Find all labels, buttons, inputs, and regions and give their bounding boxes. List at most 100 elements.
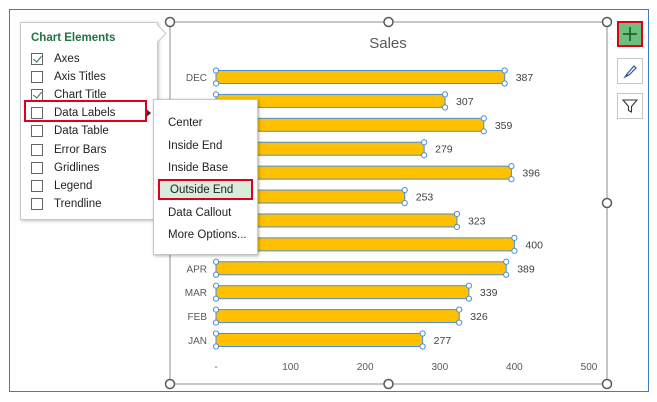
bar-selection-handle[interactable] [480,115,487,122]
submenu-item-inside-base[interactable]: Inside Base [168,161,229,174]
bar-selection-handle[interactable] [212,271,220,278]
chart-styles-button[interactable] [617,58,643,84]
category-label-mar: MAR [185,288,207,299]
chart-resize-handle[interactable] [383,16,394,28]
data-label-aug: 396 [522,168,540,180]
checkbox[interactable] [31,197,43,210]
bar-selection-handle[interactable] [503,271,510,278]
bar-selection-handle[interactable] [456,319,463,326]
checkbox[interactable] [31,143,43,156]
data-label-oct: 359 [495,120,513,132]
bar-selection-handle[interactable] [441,91,449,98]
chart-element-data-table[interactable]: Data Table [31,122,109,140]
bar-apr[interactable] [215,261,507,276]
chart-resize-handle[interactable] [601,378,613,390]
bar-selection-handle[interactable] [508,176,515,183]
chart-element-gridlines[interactable]: Gridlines [31,159,99,177]
bar-selection-handle[interactable] [401,199,408,207]
bar-feb[interactable] [215,309,460,324]
submenu-item-center[interactable]: Center [168,116,203,129]
bar-selection-handle[interactable] [421,152,428,159]
chart-filters-button[interactable] [617,93,643,119]
bar-jan[interactable] [215,333,424,347]
data-label-nov: 307 [456,96,474,108]
submenu-item-outside-end[interactable]: Outside End [158,179,253,200]
chart-element-axes[interactable]: Axes [31,50,80,68]
brush-icon [623,65,637,79]
bar-dec[interactable] [215,70,506,84]
chart-element-error-bars[interactable]: Error Bars [31,141,106,159]
submenu-item-more-options[interactable]: More Options... [168,228,247,241]
data-label-dec: 387 [516,72,534,84]
bar-selection-handle[interactable] [421,139,428,146]
data-label-jun: 323 [468,215,486,227]
x-tick-label: 400 [506,362,523,373]
category-label-apr: APR [186,264,207,275]
checkbox[interactable] [31,107,43,120]
chart-element-label: Data Table [54,125,109,138]
chart-element-axis-titles[interactable]: Axis Titles [31,68,106,86]
bar-selection-handle[interactable] [511,234,518,241]
checkbox[interactable] [31,71,43,84]
category-label-feb: FEB [188,312,208,323]
category-label-dec: DEC [186,73,207,84]
bar-selection-handle[interactable] [212,319,220,326]
bar-selection-handle[interactable] [465,295,472,302]
bar-selection-handle[interactable] [212,282,220,289]
bar-selection-handle[interactable] [441,104,449,111]
filter-icon [622,99,638,113]
bar-selection-handle[interactable] [419,343,426,350]
bar-selection-handle[interactable] [212,91,220,98]
bar-selection-handle[interactable] [401,186,408,194]
bar-selection-handle[interactable] [456,306,463,313]
bar-selection-handle[interactable] [212,330,220,337]
bar-selection-handle[interactable] [419,330,426,337]
x-tick-label: 500 [581,362,598,373]
submenu-item-inside-end[interactable]: Inside End [168,139,223,152]
chart-element-label: Chart Title [54,89,107,102]
chart-element-legend[interactable]: Legend [31,177,92,195]
bar-selection-handle[interactable] [511,247,518,254]
submenu-item-data-callout[interactable]: Data Callout [168,206,232,219]
chart-element-data-labels[interactable]: Data Labels [31,104,151,122]
bar-selection-handle[interactable] [501,80,508,87]
checkbox[interactable] [31,179,43,192]
bar-selection-handle[interactable] [508,163,515,170]
data-labels-highlight [24,100,147,122]
bar-selection-handle[interactable] [212,306,220,313]
bar-selection-handle[interactable] [453,223,461,231]
data-label-mar: 339 [480,287,498,299]
bar-selection-handle[interactable] [212,258,220,265]
chart-elements-button[interactable] [617,21,643,47]
submenu-arrow-icon [145,108,151,119]
bar-selection-handle[interactable] [503,258,510,265]
bar-may[interactable] [215,237,515,252]
bar-selection-handle[interactable] [212,80,220,87]
bar-selection-handle[interactable] [453,210,461,218]
checkbox[interactable] [31,53,43,65]
bar-mar[interactable] [215,285,470,300]
bar-selection-handle[interactable] [465,282,472,289]
chart-resize-handle[interactable] [164,378,176,390]
chart-element-label: Data Labels [54,107,116,120]
checkbox[interactable] [31,125,43,138]
chart-resize-handle[interactable] [383,378,394,390]
x-tick-label: 200 [357,362,374,373]
data-label-jan: 277 [434,335,452,347]
chart-resize-handle[interactable] [601,16,613,28]
bar-selection-handle[interactable] [212,67,220,74]
chart-element-label: Axis Titles [54,71,106,84]
bar-selection-handle[interactable] [480,128,487,135]
checkbox[interactable] [31,161,43,174]
chart-resize-handle[interactable] [601,197,613,209]
bar-selection-handle[interactable] [501,67,508,74]
x-tick-label: 100 [282,362,299,373]
bar-selection-handle[interactable] [212,295,220,302]
chart-element-trendline[interactable]: Trendline [31,195,102,213]
bar-aug[interactable] [215,165,512,180]
chart-resize-handle[interactable] [164,16,176,28]
category-label-jan: JAN [188,336,207,347]
chart-element-label: Gridlines [54,161,100,174]
bar-selection-handle[interactable] [212,343,220,350]
